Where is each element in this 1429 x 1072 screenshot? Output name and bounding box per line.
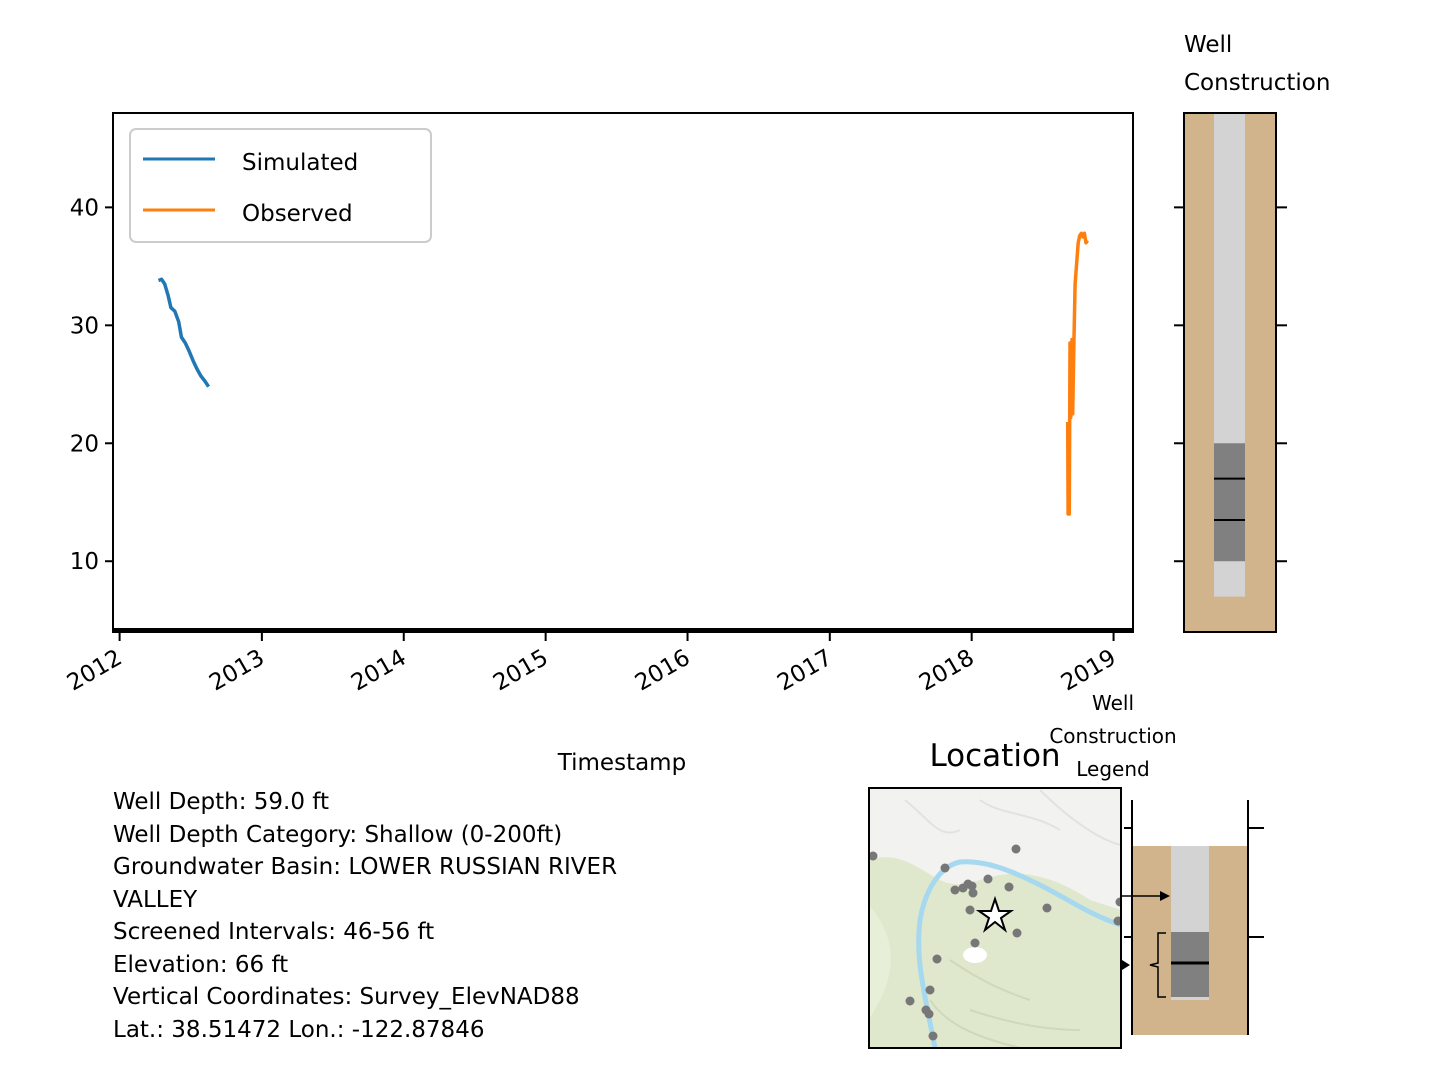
series-line-observed: [1065, 231, 1089, 516]
well-info-panel: Well Depth: 59.0 ft Well Depth Category:…: [113, 786, 753, 1046]
river: [916, 859, 1121, 1048]
map-well-dot: [968, 888, 978, 898]
x-tick-label: 2014: [347, 645, 411, 697]
y-tick-label: 20: [70, 431, 99, 457]
map-well-dot: [950, 885, 960, 895]
x-tick-label: 2018: [915, 645, 979, 697]
map-well-dot: [924, 1009, 934, 1019]
x-axis-ticks: 2012 2013 2014 2015 2016 2017 2018 2019: [63, 632, 1121, 696]
minor-tick-band: [113, 628, 1133, 633]
legend: Simulated Observed: [129, 128, 432, 243]
map-well-dot: [925, 985, 935, 995]
map-well-dot: [905, 996, 915, 1006]
map-frame: [868, 787, 1122, 1049]
location-title: Location: [929, 738, 1060, 774]
map-well-dot: [963, 879, 973, 889]
screen-bracket: [1149, 932, 1166, 998]
map-tiles: [869, 788, 1121, 1048]
y-tick-label: 10: [70, 549, 99, 575]
x-tick-label: 2019: [1057, 645, 1121, 697]
screen-pointer-arrowhead: [1122, 960, 1130, 970]
map-well-dot: [928, 1031, 938, 1041]
well-screen: [1214, 443, 1245, 562]
screen-marks: [1214, 477, 1245, 521]
map-well-dot: [965, 905, 975, 915]
legend-label-simulated: Simulated: [242, 150, 358, 176]
clearing: [963, 947, 987, 963]
basin-text-cont: VALLEY: [113, 886, 198, 913]
map-well-dot: [1113, 916, 1121, 926]
well-title-line1: Well: [1184, 32, 1232, 58]
well-title-line2: Construction: [1184, 70, 1330, 96]
time-series-axes: 2012 2013 2014 2015 2016 2017 2018 2019 10 20 30 4…: [63, 112, 1134, 776]
lat-lon-text: Lat.: 38.51472 Lon.: -122.87846: [113, 1016, 485, 1043]
vertical-coordinates-text: Vertical Coordinates: Survey_ElevNAD88: [113, 984, 580, 1010]
elevation-text: Elevation: 66 ft: [113, 951, 289, 978]
map-well-dot: [1115, 897, 1121, 907]
selected-well-star-icon: [975, 895, 1015, 933]
series-line-simulated: [157, 277, 211, 388]
well-depth-text: Well Depth: 59.0 ft: [113, 789, 329, 815]
x-tick-label: 2013: [205, 645, 269, 697]
well-construction-axes: Well Construction: [1174, 32, 1330, 633]
legend-box: [129, 128, 432, 243]
x-tick-label: 2015: [489, 645, 553, 697]
y-tick-label: 40: [70, 195, 99, 221]
legend-inset-title-line3: Legend: [1076, 757, 1149, 781]
casing-pointer-arrowhead: [1160, 891, 1170, 901]
x-tick-label: 2012: [63, 645, 127, 697]
basin-text: Groundwater Basin: LOWER RUSSIAN RIVER: [113, 854, 618, 880]
vegetation-area: [869, 857, 1121, 1048]
well-frame: [1183, 112, 1277, 633]
screened-intervals-text: Screened Intervals: 46-56 ft: [113, 919, 435, 945]
well-ticks: [1174, 206, 1287, 563]
y-axis-ticks: 10 20 30 40: [70, 195, 113, 575]
depth-category-text: Well Depth Category: Shallow (0-200ft): [113, 821, 563, 848]
map-well-dot: [932, 954, 942, 964]
map-well-dot: [970, 938, 980, 948]
map-well-dot: [869, 851, 878, 861]
map-well-dot: [1012, 928, 1022, 938]
contour-lines: [904, 789, 1121, 846]
x-axis-label: Timestamp: [557, 750, 686, 776]
map-well-dot: [1042, 903, 1052, 913]
well-construction-legend: Well Construction Legend: [1049, 691, 1264, 1035]
legend-inset-title-line2: Construction: [1049, 724, 1176, 748]
map-well-dot: [940, 863, 950, 873]
contour-lines-veg: [929, 959, 1081, 1048]
map-well-dot: [1004, 882, 1014, 892]
map-well-dot: [1011, 844, 1021, 854]
y-tick-label: 30: [70, 313, 99, 339]
series-lines: [157, 231, 1089, 516]
x-tick-label: 2017: [773, 645, 837, 697]
legend-label-observed: Observed: [242, 201, 353, 227]
x-tick-label: 2016: [631, 645, 695, 697]
vegetation-area-west: [869, 905, 891, 1020]
well-dots: [869, 844, 1121, 1041]
map-well-dot: [983, 874, 993, 884]
location-map: Location: [868, 738, 1122, 1049]
legend-inset-title-line1: Well: [1092, 691, 1134, 715]
